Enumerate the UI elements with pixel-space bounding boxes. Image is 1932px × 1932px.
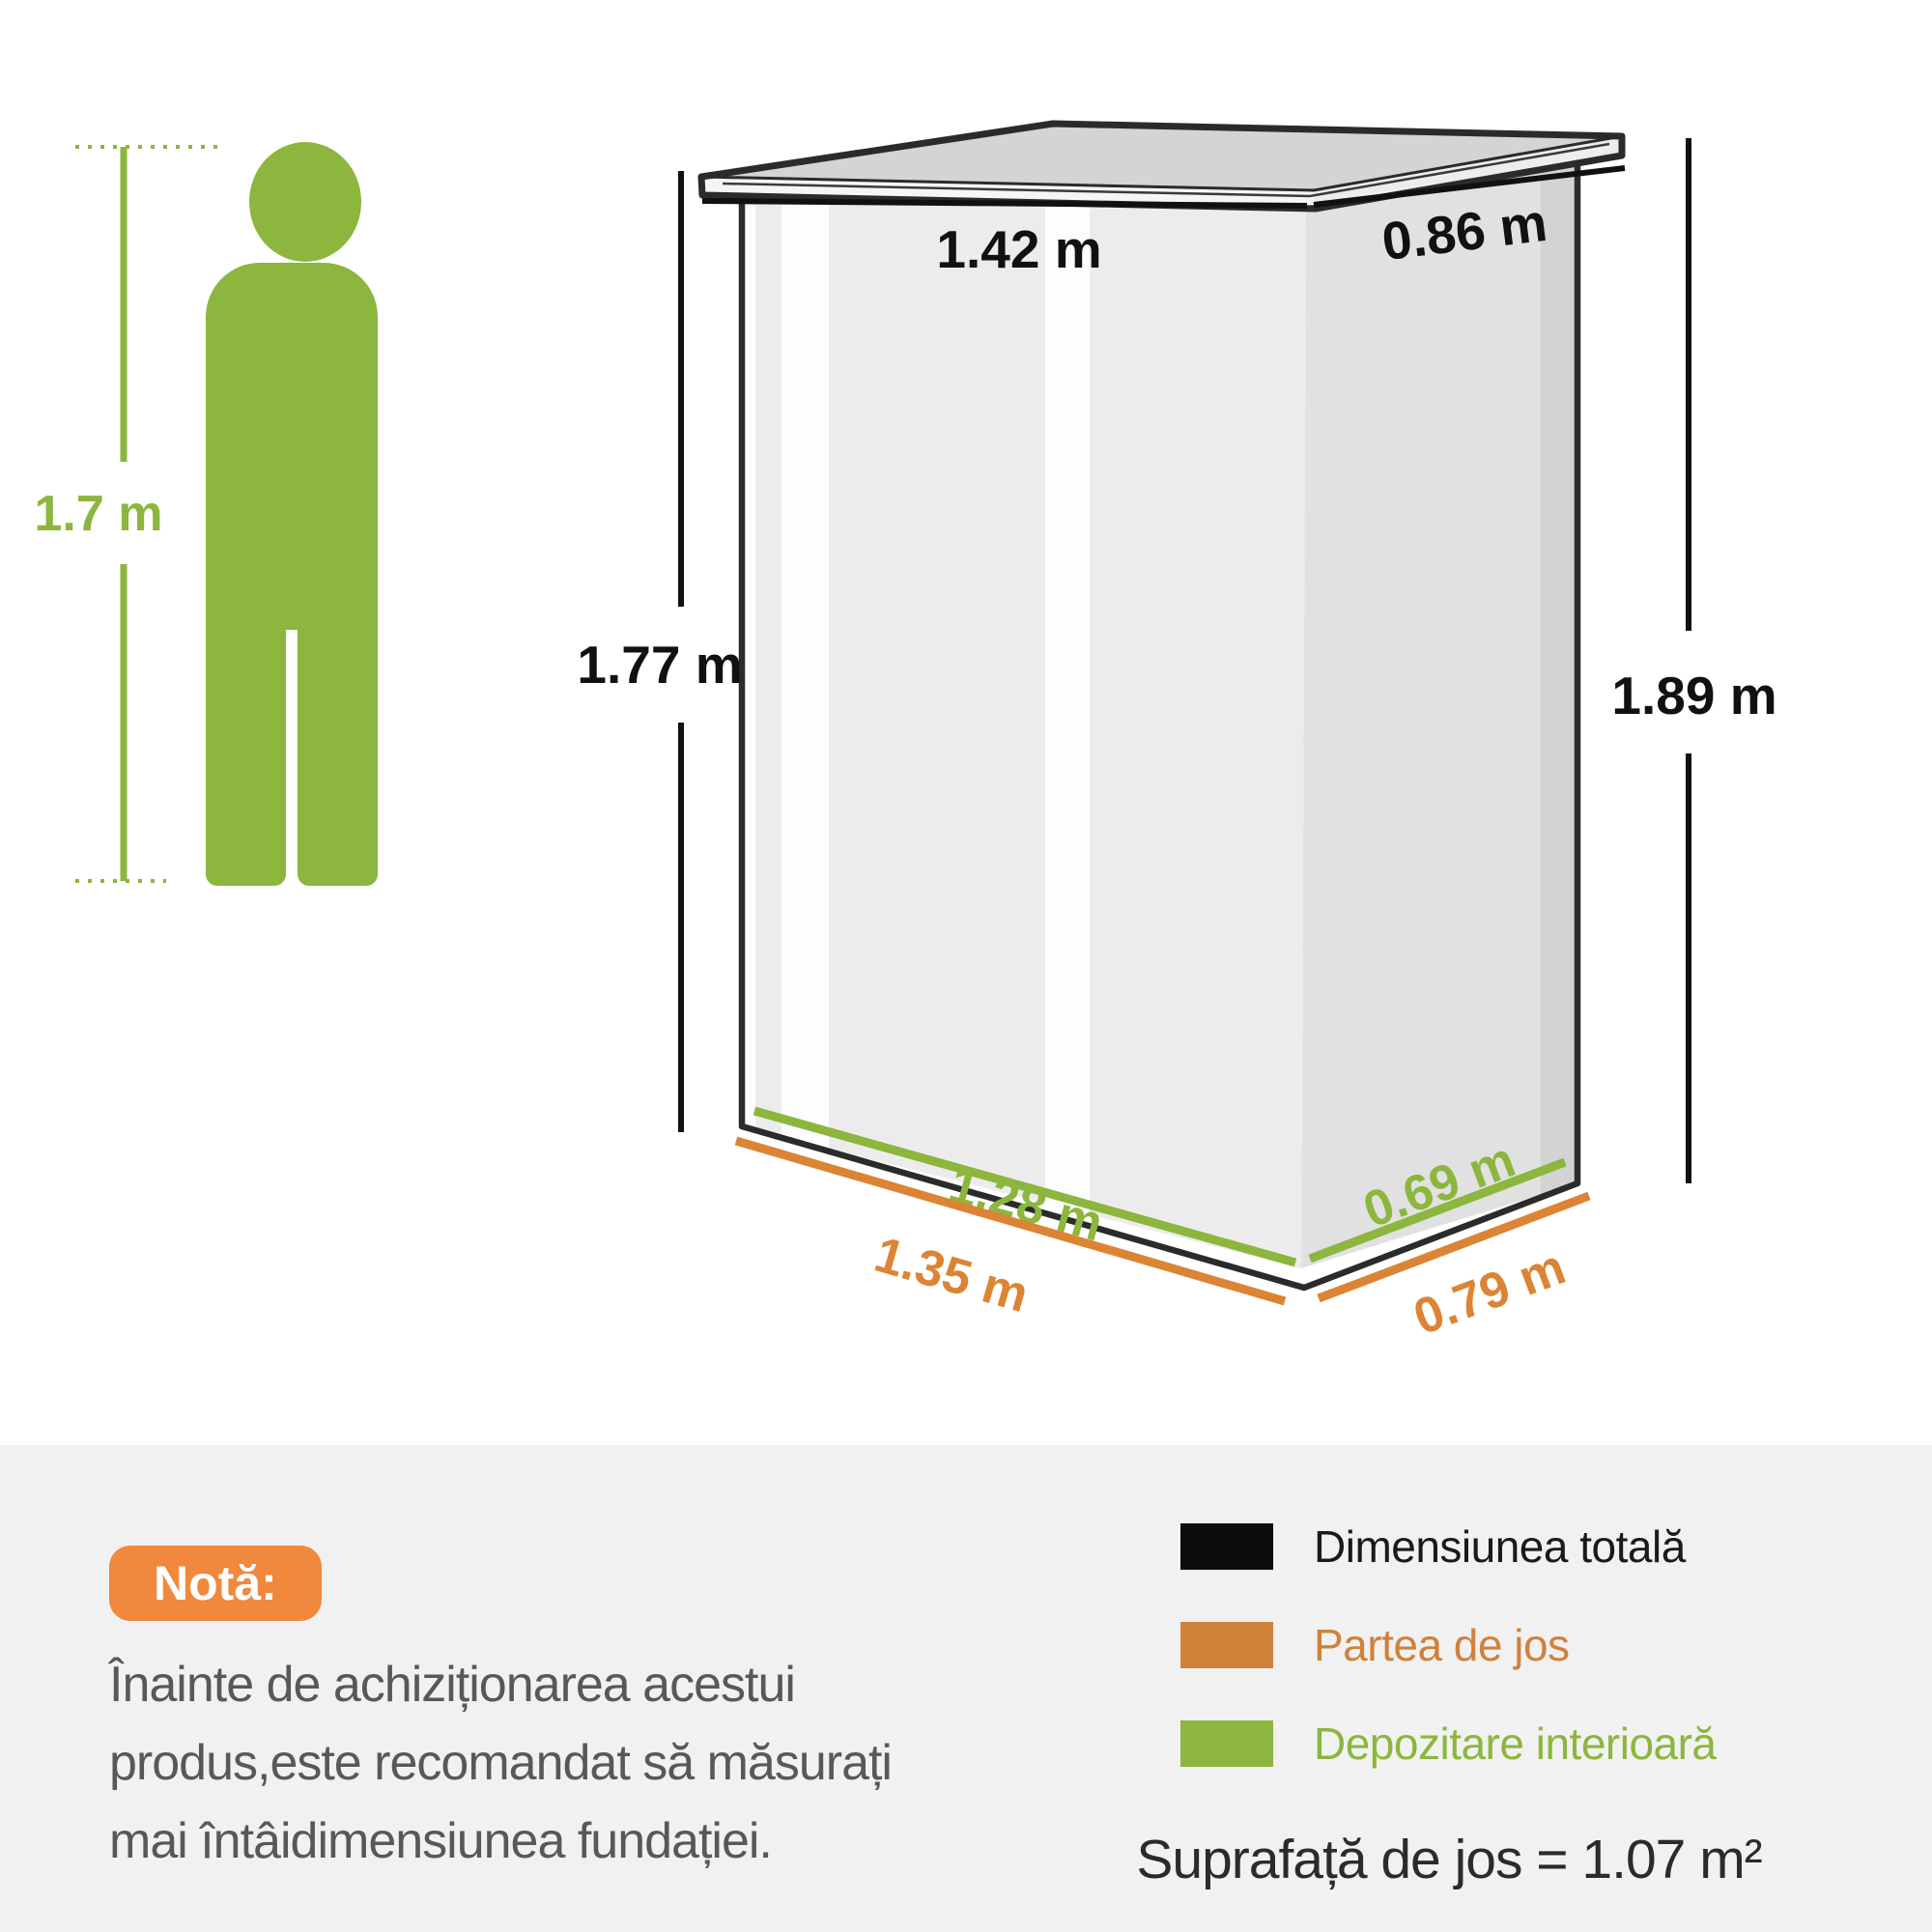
note-line-1: Înainte de achiziționarea acestui <box>109 1657 796 1713</box>
shed-roof-outline <box>697 120 1626 213</box>
top-width-label: 1.42 m <box>936 219 1101 279</box>
shed-drawing <box>697 120 1626 1292</box>
legend-label-inner: Depozitare interioară <box>1314 1719 1717 1769</box>
shed-roof-top <box>701 124 1622 190</box>
legend-swatch-inner <box>1180 1720 1273 1767</box>
note-line-2: produs,este recomandat să măsurați <box>109 1735 893 1791</box>
figure-left-leg <box>206 541 286 886</box>
legend-label-total: Dimensiunea totală <box>1314 1521 1686 1572</box>
total-height-label: 1.89 m <box>1611 666 1776 725</box>
shed-side-face <box>1301 155 1577 1268</box>
legend-row-total: Dimensiunea totală <box>1180 1521 1717 1572</box>
shed-wall-outline <box>738 155 1581 1292</box>
total-dimension-lines <box>678 138 1691 1183</box>
shed-roof-top-edge-line <box>700 134 1623 192</box>
figure-torso <box>206 263 378 630</box>
base-width-line <box>734 1136 1287 1306</box>
legend-row-base: Partea de jos <box>1180 1620 1717 1670</box>
human-scale-figure: 1.7 m <box>35 142 378 886</box>
legend-label-base: Partea de jos <box>1314 1620 1570 1670</box>
top-depth-line <box>1313 165 1626 208</box>
note-text: Înainte de achiziționarea acestui produs… <box>109 1646 1133 1881</box>
shed-roof-fascia-front <box>701 177 1316 209</box>
base-depth-line <box>1317 1191 1591 1303</box>
info-panel: Notă: Înainte de achiziționarea acestui … <box>0 1445 1932 1932</box>
shed-front-panel-stripe-1 <box>755 196 781 1268</box>
inner-dimension-lines <box>753 1106 1567 1267</box>
figure-height-label: 1.7 m <box>35 486 163 542</box>
note-badge: Notă: <box>109 1546 322 1621</box>
top-width-line <box>701 198 1308 209</box>
figure-head <box>249 142 361 262</box>
shed-front-panel-stripe-3 <box>1090 196 1306 1268</box>
figure-right-leg <box>298 541 378 886</box>
front-height-label: 1.77 m <box>577 635 742 695</box>
shed-roof-inner-rim-line <box>722 142 1610 198</box>
note-line-3: mai întâidimensiunea fundației. <box>109 1813 773 1869</box>
base-width-label: 1.35 m <box>868 1227 1035 1323</box>
inner-width-line <box>753 1106 1297 1267</box>
base-area-text: Suprafață de jos = 1.07 m² <box>1136 1829 1762 1890</box>
legend-swatch-total <box>1180 1523 1273 1570</box>
legend-row-inner: Depozitare interioară <box>1180 1719 1717 1769</box>
shed-front-panel-stripe-2 <box>829 196 1045 1268</box>
legend-swatch-base <box>1180 1622 1273 1668</box>
base-dimension-lines <box>734 1136 1591 1306</box>
legend: Dimensiunea totală Partea de jos Depozit… <box>1180 1521 1717 1819</box>
inner-depth-line <box>1308 1157 1567 1264</box>
shed-side-face-shadow <box>1541 155 1577 1198</box>
